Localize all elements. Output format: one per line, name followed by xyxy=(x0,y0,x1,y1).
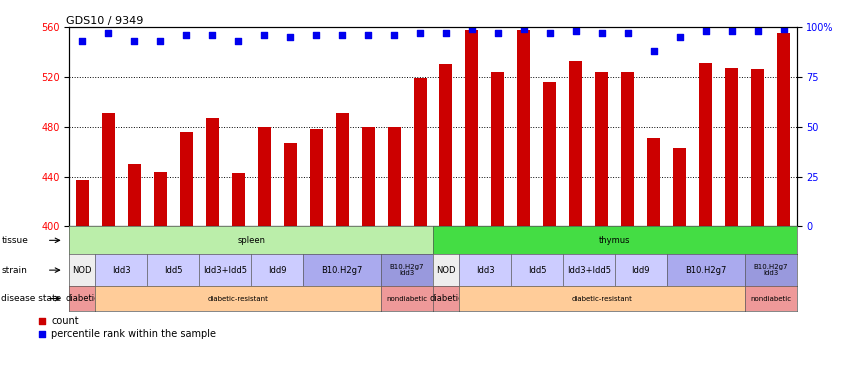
Text: Idd9: Idd9 xyxy=(631,265,650,275)
Point xyxy=(439,30,453,36)
Bar xyxy=(570,61,582,226)
Point xyxy=(751,28,765,34)
Point xyxy=(335,32,349,38)
Point xyxy=(231,38,245,44)
Bar xyxy=(648,138,661,226)
Bar xyxy=(518,29,530,226)
Point xyxy=(257,32,271,38)
Point xyxy=(699,28,713,34)
Text: Idd9: Idd9 xyxy=(268,265,287,275)
Point xyxy=(413,30,427,36)
Bar xyxy=(414,78,426,226)
Point xyxy=(621,30,635,36)
Text: Idd3+Idd5: Idd3+Idd5 xyxy=(567,265,611,275)
Text: diabetic-resistant: diabetic-resistant xyxy=(572,296,632,301)
Bar xyxy=(362,127,374,226)
Point xyxy=(309,32,323,38)
Text: Idd3+Idd5: Idd3+Idd5 xyxy=(204,265,247,275)
Text: B10.H2g7: B10.H2g7 xyxy=(321,265,363,275)
Bar xyxy=(387,127,400,226)
Bar xyxy=(284,143,296,226)
Bar xyxy=(180,132,192,226)
Text: Idd5: Idd5 xyxy=(164,265,183,275)
Text: diabetic: diabetic xyxy=(430,294,462,303)
Point xyxy=(777,26,791,32)
Text: NOD: NOD xyxy=(73,265,92,275)
Text: spleen: spleen xyxy=(237,236,265,245)
Text: percentile rank within the sample: percentile rank within the sample xyxy=(51,329,216,339)
Text: disease state: disease state xyxy=(2,294,61,303)
Point xyxy=(101,30,115,36)
Bar xyxy=(206,118,218,226)
Bar xyxy=(725,68,738,226)
Bar xyxy=(596,72,608,226)
Point xyxy=(35,330,48,337)
Text: thymus: thymus xyxy=(599,236,630,245)
Point xyxy=(205,32,219,38)
Text: B10.H2g7: B10.H2g7 xyxy=(685,265,727,275)
Point xyxy=(725,28,739,34)
Bar xyxy=(466,29,478,226)
Point xyxy=(35,318,48,324)
Bar xyxy=(439,65,452,226)
Point xyxy=(595,30,609,36)
Point xyxy=(75,38,89,44)
Point xyxy=(283,34,297,40)
Bar xyxy=(310,129,323,226)
Bar xyxy=(258,127,270,226)
Text: Idd3: Idd3 xyxy=(112,265,131,275)
Text: strain: strain xyxy=(2,265,27,275)
Bar xyxy=(154,171,166,226)
Point xyxy=(179,32,193,38)
Text: diabetic-resistant: diabetic-resistant xyxy=(208,296,268,301)
Bar xyxy=(751,69,764,226)
Point xyxy=(673,34,687,40)
Bar xyxy=(492,72,504,226)
Bar xyxy=(102,113,114,226)
Text: B10.H2g7
ldd3: B10.H2g7 ldd3 xyxy=(753,264,788,276)
Text: nondiabetic: nondiabetic xyxy=(750,296,792,301)
Text: GDS10 / 9349: GDS10 / 9349 xyxy=(66,16,143,26)
Point xyxy=(569,28,583,34)
Text: B10.H2g7
ldd3: B10.H2g7 ldd3 xyxy=(390,264,424,276)
Bar xyxy=(76,180,88,226)
Bar xyxy=(544,82,556,226)
Text: Idd3: Idd3 xyxy=(475,265,494,275)
Point xyxy=(517,26,531,32)
Point xyxy=(491,30,505,36)
Point xyxy=(647,48,661,54)
Text: tissue: tissue xyxy=(2,236,29,245)
Text: diabetic: diabetic xyxy=(66,294,99,303)
Bar xyxy=(231,173,244,226)
Text: nondiabetic: nondiabetic xyxy=(386,296,428,301)
Bar xyxy=(778,33,790,226)
Text: Idd5: Idd5 xyxy=(527,265,546,275)
Point xyxy=(127,38,141,44)
Bar xyxy=(128,164,140,226)
Bar xyxy=(622,72,634,226)
Text: NOD: NOD xyxy=(436,265,456,275)
Point xyxy=(465,26,479,32)
Point xyxy=(387,32,401,38)
Point xyxy=(361,32,375,38)
Bar xyxy=(335,113,348,226)
Point xyxy=(543,30,557,36)
Text: count: count xyxy=(51,316,79,326)
Bar xyxy=(674,148,686,226)
Point xyxy=(153,38,167,44)
Bar xyxy=(699,63,712,226)
